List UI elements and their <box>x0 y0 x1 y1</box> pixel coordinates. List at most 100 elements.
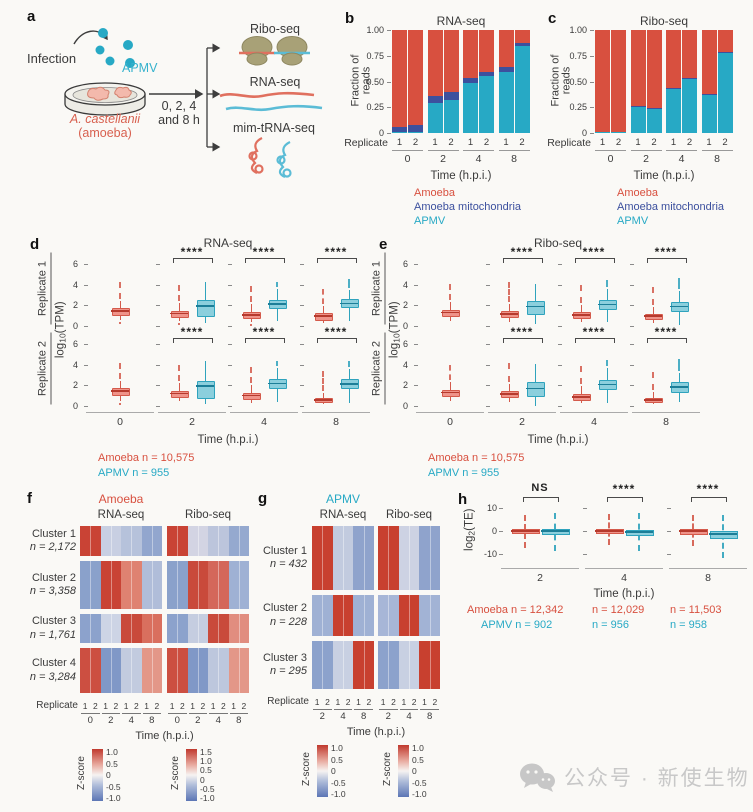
x-tick-label: 8 <box>705 572 711 584</box>
heatmap-block <box>208 614 230 643</box>
box-median <box>598 383 616 386</box>
cluster-label-line: n = 3,284 <box>29 670 76 683</box>
colorbar-tick-label: -0.5 <box>331 777 346 788</box>
heatmap-title: RNA-seq <box>97 509 145 521</box>
replicate-divider <box>197 648 199 693</box>
box-subplot: **** <box>156 325 224 408</box>
y-tick-label: 0 <box>72 401 78 411</box>
y-tick <box>558 305 562 307</box>
heatmap-block <box>312 641 334 689</box>
box-subplot: **** <box>228 325 296 408</box>
box-median <box>526 305 544 308</box>
bar-segment-mito <box>717 51 733 53</box>
y-tick-label: 1.00 <box>366 25 384 35</box>
replicate-divider <box>110 526 112 556</box>
x-tick-label: 4 <box>475 153 482 165</box>
x-tick-label: 0 <box>447 416 453 428</box>
legend-item: Amoeba <box>414 187 455 199</box>
colorbar-tick-label: 1.5 <box>200 747 212 757</box>
x-axis-line <box>230 412 298 413</box>
replicate-tick-label: 2 <box>325 697 330 707</box>
y-tick <box>414 364 418 366</box>
y-tick <box>387 133 391 134</box>
time-group-line <box>333 709 353 710</box>
time-group-line <box>229 713 248 714</box>
colorbar-tick-label: 1.0 <box>412 743 424 753</box>
cluster-label-line: n = 228 <box>269 615 307 628</box>
trna-teal-icon <box>276 141 292 179</box>
heatmap-title: RNA-seq <box>319 509 367 521</box>
bar-segment-amoeba <box>682 30 697 79</box>
panel-a-label: a <box>27 8 36 25</box>
x-tick-label: 8 <box>149 715 155 726</box>
x-tick-label: 8 <box>427 711 433 722</box>
replicate-divider <box>177 526 179 556</box>
colorbar-gradient <box>317 745 328 797</box>
x-tick-label: 8 <box>663 416 669 428</box>
replicate-tick-label: 2 <box>134 701 139 711</box>
box-median <box>572 314 590 316</box>
ribosome-icon <box>274 36 310 66</box>
replicate-tick-label: 2 <box>93 701 98 711</box>
heatmap-block <box>100 561 122 609</box>
colorbar-tick-label: 1.0 <box>106 747 118 757</box>
amoeba-cell-icon <box>87 86 110 101</box>
x-axis-line <box>302 412 370 413</box>
y-tick-label: 6 <box>72 339 78 350</box>
heatmap-block <box>141 648 162 693</box>
x-axis-label: Time (h.p.i.) <box>633 170 695 182</box>
colorbar-tick-label: 0.5 <box>412 754 424 765</box>
heatmap-block <box>228 648 249 693</box>
box-subplot <box>414 332 482 408</box>
y-tick <box>387 55 391 57</box>
significance-stars: **** <box>180 245 204 259</box>
heatmap-block <box>141 614 162 643</box>
row-label: Replicate 2 <box>370 332 386 405</box>
y-tick-label: 6 <box>402 259 408 270</box>
x-axis-label: Time (h.p.i.) <box>135 730 194 742</box>
bar-segment-mito <box>443 91 459 101</box>
replicate-tick-label: 1 <box>706 137 712 148</box>
box-outliers-high <box>348 278 350 288</box>
y-tick <box>499 530 503 532</box>
replicate-divider <box>363 595 365 636</box>
box-subplot <box>84 252 152 328</box>
heatmap-title: Ribo-seq <box>184 509 232 521</box>
y-tick <box>583 530 587 532</box>
replicate-tick-label: 1 <box>123 701 129 711</box>
branch-bracket <box>206 43 221 152</box>
y-tick-label: 2 <box>402 380 408 391</box>
ribo-seq-output-label: Ribo-seq <box>250 22 300 36</box>
replicate-tick-label: 1 <box>103 701 108 711</box>
replicate-tick-label: 2 <box>432 697 438 707</box>
y-tick <box>414 264 418 266</box>
y-tick <box>387 30 391 31</box>
significance-stars: **** <box>582 325 606 339</box>
heatmap-block <box>167 526 189 556</box>
bar-segment-amoeba <box>463 30 478 79</box>
box-outliers-high <box>276 281 278 287</box>
replicate-word: Replicate <box>36 700 78 711</box>
y-tick <box>630 305 634 307</box>
replicate-tick-label: 2 <box>200 701 206 711</box>
box-median <box>670 305 688 308</box>
colorbar-tick-label: 0.5 <box>106 758 118 769</box>
y-tick-label: 2 <box>402 300 408 311</box>
box-outliers-high <box>508 281 510 303</box>
y-tick-label: 10 <box>486 503 497 513</box>
replicate-divider <box>363 526 365 590</box>
box-median <box>242 314 260 316</box>
experiment-schematic: Infection APMV A. castellanii (amoeba) 0… <box>27 22 323 179</box>
time-group-line <box>188 713 207 714</box>
heatmap-block <box>80 561 102 609</box>
colorbar-tick-label: 0 <box>412 766 417 776</box>
box-median <box>340 302 358 305</box>
cluster-label-line: Cluster 3 <box>262 651 307 664</box>
replicate-divider <box>90 614 92 643</box>
heatmap-block <box>208 561 230 609</box>
significance-bracket <box>503 338 543 343</box>
x-tick-label: 4 <box>621 572 627 584</box>
time-group-line <box>666 150 697 151</box>
box-median <box>598 303 616 306</box>
